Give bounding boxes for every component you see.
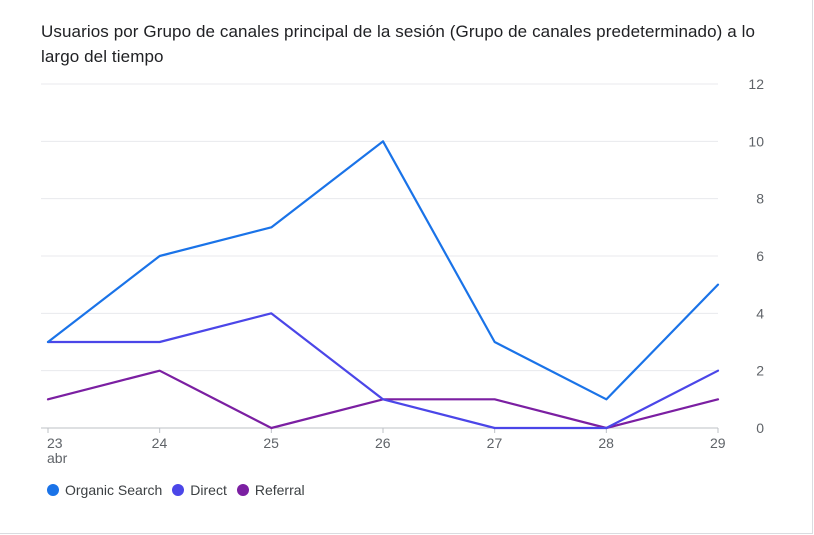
y-tick-label: 4 — [756, 305, 764, 321]
legend-label: Referral — [254, 482, 305, 498]
x-tick-label: 23 — [47, 435, 63, 451]
x-tick-label: 28 — [598, 435, 614, 451]
legend-label: Direct — [190, 482, 227, 498]
legend-item-organic-search[interactable]: Organic Search — [47, 482, 162, 498]
y-tick-label: 8 — [756, 191, 764, 207]
x-tick-label: 29 — [710, 435, 726, 451]
x-tick-label: 24 — [152, 435, 168, 451]
series-line-organic-search — [46, 140, 720, 401]
legend-swatch — [236, 484, 249, 496]
legend-item-referral[interactable]: Referral — [236, 482, 305, 498]
y-tick-label: 12 — [748, 76, 764, 92]
chart-title: Usuarios por Grupo de canales principal … — [41, 22, 756, 66]
y-tick-label: 10 — [748, 133, 764, 149]
chart-legend: Organic Search Direct Referral — [47, 482, 305, 498]
legend-label: Organic Search — [65, 482, 163, 498]
card-divider — [41, 533, 813, 534]
y-tick-label: 0 — [756, 420, 764, 436]
x-tick-sublabel: abr — [47, 450, 68, 466]
y-tick-label: 6 — [756, 248, 764, 264]
x-tick-label: 26 — [375, 435, 391, 451]
legend-swatch — [47, 484, 59, 496]
legend-item-direct[interactable]: Direct — [172, 482, 227, 498]
x-tick-label: 27 — [487, 435, 503, 451]
y-tick-label: 2 — [756, 363, 764, 379]
legend-swatch — [172, 484, 185, 496]
x-tick-label: 25 — [263, 435, 279, 451]
